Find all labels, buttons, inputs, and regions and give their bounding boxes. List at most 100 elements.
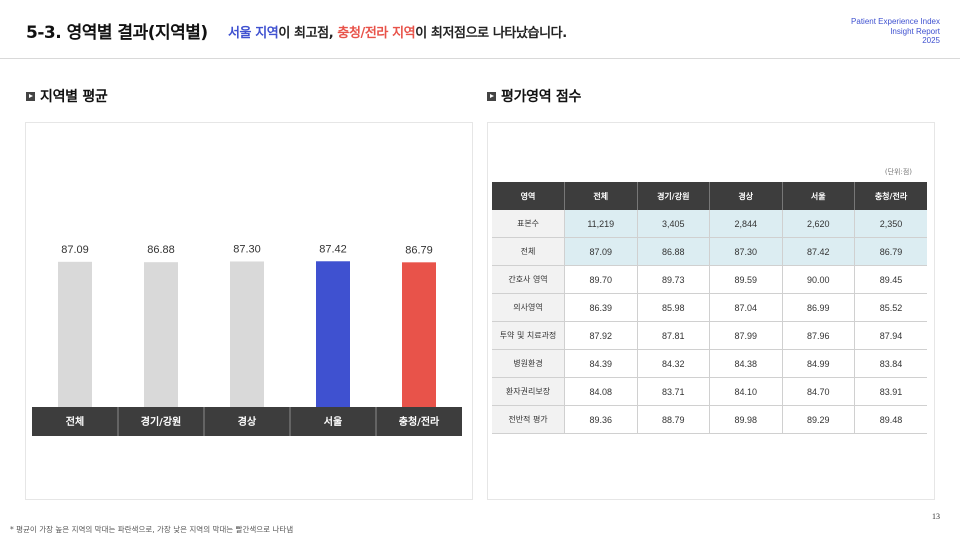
category-label: 서울 xyxy=(324,415,342,428)
table-row: 병원환경 84.39 84.32 84.38 84.99 83.84 xyxy=(492,349,927,378)
page-subtitle: 서울 지역이 최고점, 충청/전라 지역이 최저점으로 나타났습니다. xyxy=(228,22,567,41)
table-cell: 3,405 xyxy=(637,210,710,238)
table-cell: 2,844 xyxy=(709,210,783,238)
table-cell: 87.99 xyxy=(709,321,783,350)
table-row-label: 전반적 평가 xyxy=(492,405,565,434)
bar-value-label: 87.30 xyxy=(233,243,261,255)
table-row-label: 환자권리보장 xyxy=(492,377,565,406)
brand-block: Patient Experience Index Insight Report … xyxy=(851,17,940,46)
brand-line-3: 2025 xyxy=(922,36,940,45)
table-row: 전반적 평가 89.36 88.79 89.98 89.29 89.48 xyxy=(492,405,927,434)
table-row-label: 표본수 xyxy=(492,210,565,238)
table-cell: 85.52 xyxy=(854,293,927,322)
table-cell: 89.45 xyxy=(854,265,927,294)
page-number: 13 xyxy=(932,512,940,521)
table-cell: 90.00 xyxy=(782,265,855,294)
footnote: * 평균이 가장 높은 지역의 막대는 파란색으로, 가장 낮은 지역의 막대는… xyxy=(10,525,294,534)
table-cell: 2,350 xyxy=(854,210,927,238)
subtitle-highlight-chungjeolla: 충청/전라 지역 xyxy=(337,26,416,41)
table-cell: 89.70 xyxy=(564,265,638,294)
table-header-cell: 영역 xyxy=(492,182,565,210)
table-cell: 88.79 xyxy=(637,405,710,434)
table-panel: (단위:점) 영역 전체 경기/강원 경상 서울 충청/전라 표본수 11,219 3,405… xyxy=(487,122,935,500)
table-cell: 89.98 xyxy=(709,405,783,434)
play-bullet-icon xyxy=(26,91,35,101)
brand-line-1: Patient Experience Index xyxy=(851,17,940,26)
table-cell: 86.99 xyxy=(782,293,855,322)
table-cell: 87.04 xyxy=(709,293,783,322)
chart-section-heading: 지역별 평균 xyxy=(26,86,108,106)
subtitle-text-2: 이 최저점으로 나타났습니다. xyxy=(415,26,567,41)
table-row-label: 병원환경 xyxy=(492,349,565,378)
table-cell: 85.98 xyxy=(637,293,710,322)
chart-section-title: 지역별 평균 xyxy=(40,89,108,105)
score-table: 영역 전체 경기/강원 경상 서울 충청/전라 표본수 11,219 3,405 2,844 2,… xyxy=(492,182,927,434)
table-cell: 87.96 xyxy=(782,321,855,350)
category-label: 충청/전라 xyxy=(399,415,440,428)
table-cell: 84.08 xyxy=(564,377,638,406)
table-row-label: 의사영역 xyxy=(492,293,565,322)
category-label: 경상 xyxy=(238,415,257,428)
category-band xyxy=(32,407,462,436)
table-cell: 89.29 xyxy=(782,405,855,434)
table-row-label: 간호사 영역 xyxy=(492,265,565,294)
header: 5-3. 영역별 결과(지역별) 서울 지역이 최고점, 충청/전라 지역이 최… xyxy=(0,0,960,59)
bar-value-label: 87.09 xyxy=(61,244,89,256)
table-cell: 87.30 xyxy=(709,237,783,266)
table-header-cell: 경기/강원 xyxy=(637,182,710,210)
table-header-cell: 서울 xyxy=(782,182,855,210)
table-cell: 86.39 xyxy=(564,293,638,322)
table-cell: 84.39 xyxy=(564,349,638,378)
table-cell: 89.48 xyxy=(854,405,927,434)
table-cell: 83.84 xyxy=(854,349,927,378)
table-cell: 84.70 xyxy=(782,377,855,406)
bar-value-label: 86.88 xyxy=(147,244,175,256)
table-cell: 89.59 xyxy=(709,265,783,294)
table-cell: 87.42 xyxy=(782,237,855,266)
table-row: 투약 및 치료과정 87.92 87.81 87.99 87.96 87.94 xyxy=(492,321,927,350)
page-title: 5-3. 영역별 결과(지역별) xyxy=(26,23,208,43)
table-row-label: 전체 xyxy=(492,237,565,266)
brand-line-2: Insight Report xyxy=(890,26,940,36)
table-cell: 87.92 xyxy=(564,321,638,350)
table-cell: 87.09 xyxy=(564,237,638,266)
table-cell: 83.91 xyxy=(854,377,927,406)
table-cell: 84.10 xyxy=(709,377,783,406)
table-row: 간호사 영역 89.70 89.73 89.59 90.00 89.45 xyxy=(492,265,927,294)
bar xyxy=(144,262,178,407)
chart-panel: 87.09 전체 86.88 경기/강원 87.30 경상 87.42 서울 86.79 충청/전… xyxy=(25,122,473,500)
table-header-cell: 충청/전라 xyxy=(854,182,927,210)
table-cell: 87.81 xyxy=(637,321,710,350)
table-section-heading: 평가영역 점수 xyxy=(487,86,581,106)
table-cell: 89.36 xyxy=(564,405,638,434)
table-cell: 86.88 xyxy=(637,237,710,266)
table-section-title: 평가영역 점수 xyxy=(501,89,582,105)
table-row: 환자권리보장 84.08 83.71 84.10 84.70 83.91 xyxy=(492,377,927,406)
table-header-cell: 전체 xyxy=(564,182,638,210)
unit-label: (단위:점) xyxy=(884,168,912,176)
bar xyxy=(402,262,436,407)
subtitle-highlight-seoul: 서울 지역 xyxy=(228,26,279,41)
category-label: 전체 xyxy=(66,415,84,428)
table-cell: 83.71 xyxy=(637,377,710,406)
table-cell: 87.94 xyxy=(854,321,927,350)
table-cell: 2,620 xyxy=(782,210,855,238)
bar-chart: 87.09 전체 86.88 경기/강원 87.30 경상 87.42 서울 86.79 충청/전… xyxy=(32,243,462,436)
subtitle-text-1: 이 최고점, xyxy=(278,26,338,41)
table-cell: 11,219 xyxy=(564,210,638,238)
bar xyxy=(316,261,350,407)
table-cell: 84.32 xyxy=(637,349,710,378)
table-header-cell: 경상 xyxy=(709,182,783,210)
play-bullet-icon xyxy=(487,91,496,101)
table-row: 전체 87.09 86.88 87.30 87.42 86.79 xyxy=(492,237,927,266)
table-row: 의사영역 86.39 85.98 87.04 86.99 85.52 xyxy=(492,293,927,322)
category-label: 경기/강원 xyxy=(141,415,181,428)
bar xyxy=(58,261,92,407)
bar xyxy=(230,261,264,407)
bar-value-label: 86.79 xyxy=(405,244,433,256)
bar-value-label: 87.42 xyxy=(319,243,347,255)
table-row-label: 투약 및 치료과정 xyxy=(492,321,565,350)
table-cell: 86.79 xyxy=(854,237,927,266)
table-header-row: 영역 전체 경기/강원 경상 서울 충청/전라 xyxy=(492,182,927,210)
table-cell: 84.38 xyxy=(709,349,783,378)
